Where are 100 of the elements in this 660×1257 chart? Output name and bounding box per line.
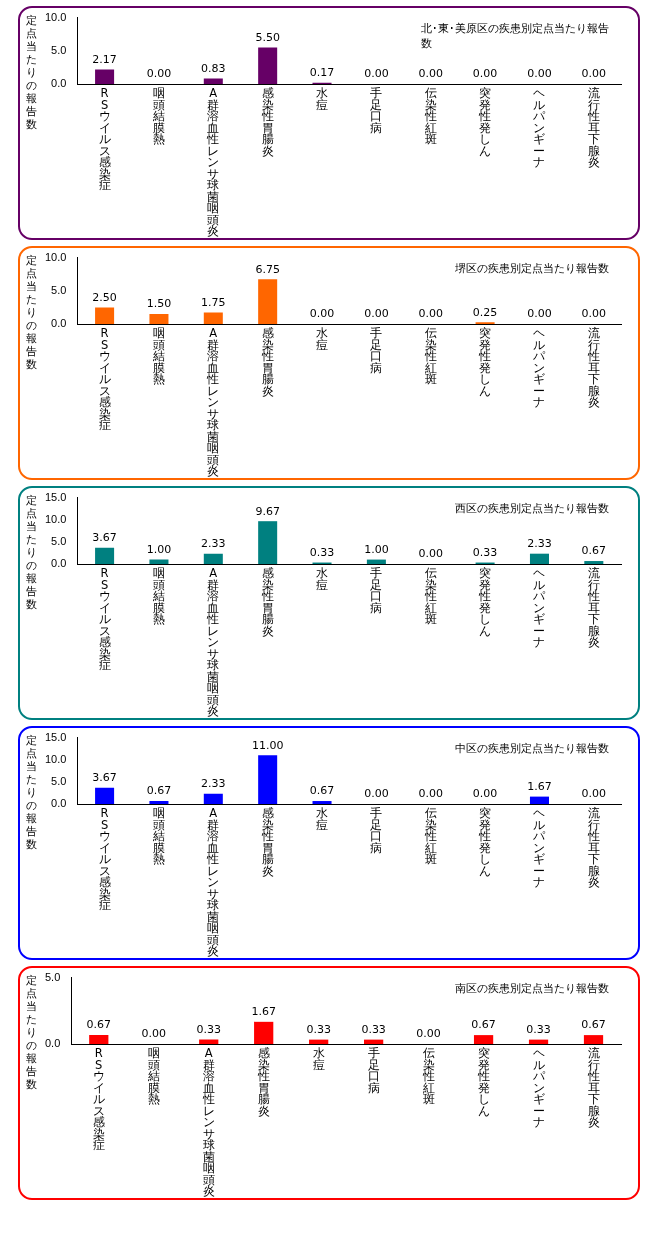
data-label: 0.33 <box>196 1022 221 1036</box>
data-label: 0.00 <box>527 67 552 81</box>
x-tick-label: 流行性耳下腺炎 <box>587 326 600 409</box>
bar <box>149 559 169 564</box>
data-label: 0.00 <box>472 787 498 801</box>
data-label: 2.33 <box>201 777 226 791</box>
y-tick-label: 0.0 <box>51 797 67 810</box>
x-tick-label: 咽頭結膜熱 <box>152 86 165 146</box>
data-label: 0.00 <box>418 67 443 81</box>
x-tick-label: 突発性発しん <box>477 1046 490 1118</box>
data-label: 0.33 <box>361 1022 386 1036</box>
text: 定点当たりの報告数 <box>26 734 37 851</box>
bar <box>203 312 223 324</box>
text: 中区の疾患別定点当たり報告数 <box>455 741 609 755</box>
x-tick-label: ヘルパンギーナ <box>533 566 546 649</box>
bar <box>529 553 549 564</box>
text: 定点当たりの報告数 <box>26 254 37 371</box>
x-tick-label: ヘルパンギーナ <box>532 1046 545 1129</box>
text: 北･東･美原区の疾患別定点当たり報告数 <box>421 21 609 50</box>
y-tick-label: 5.0 <box>51 43 67 56</box>
data-label: 0.83 <box>201 61 226 75</box>
data-label: 11.00 <box>251 738 284 752</box>
x-tick-label: 伝染性紅斑 <box>422 1046 435 1106</box>
y-tick-label: 0.0 <box>51 77 67 90</box>
data-label: 9.67 <box>255 504 280 518</box>
data-label: 0.00 <box>364 307 389 321</box>
data-label: 1.67 <box>527 779 552 793</box>
x-tick-label: 水痘 <box>316 86 329 112</box>
bar <box>95 787 115 804</box>
data-label: 0.67 <box>471 1018 496 1032</box>
y-tick-label: 0.0 <box>44 1037 61 1050</box>
category-label: A群溶血性レンサ球菌咽頭炎 <box>207 806 220 958</box>
text: 堺区の疾患別定点当たり報告数 <box>454 261 609 275</box>
y-tick-label: 0.0 <box>51 557 67 570</box>
text: 南区の疾患別定点当たり報告数 <box>455 981 609 995</box>
x-tick-label: 伝染性紅斑 <box>424 806 437 866</box>
data-label: 0.67 <box>86 1018 112 1032</box>
y-tick-label: 15.0 <box>44 730 67 743</box>
x-tick-label: 感染性胃腸炎 <box>257 1046 270 1118</box>
x-tick-label: 手足口病 <box>370 566 383 615</box>
bar <box>89 1035 109 1044</box>
bar <box>584 561 604 564</box>
data-label: 0.00 <box>146 67 172 81</box>
x-tick-label: 水痘 <box>316 566 329 592</box>
y-tick-label: 10.0 <box>44 512 67 525</box>
data-label: 0.00 <box>581 787 607 801</box>
x-tick-label: 手足口病 <box>367 1046 380 1095</box>
y-tick-label: 5.0 <box>44 970 61 983</box>
x-tick-label: ヘルパンギーナ <box>533 806 546 889</box>
y-tick-label: 10.0 <box>44 752 67 765</box>
x-tick-label: 流行性耳下腺炎 <box>587 86 600 169</box>
data-label: 0.33 <box>526 1022 551 1036</box>
category-label: RSウイルス感染症 <box>98 806 111 912</box>
x-tick-label: 感染性胃腸炎 <box>261 806 274 878</box>
bar <box>199 1039 219 1044</box>
y-tick-label: 5.0 <box>51 283 67 296</box>
category-label: A群溶血性レンサ球菌咽頭炎 <box>202 1046 215 1198</box>
data-label: 0.33 <box>309 545 335 559</box>
data-label: 0.33 <box>306 1022 331 1036</box>
x-tick-label: 流行性耳下腺炎 <box>587 806 600 889</box>
bar <box>203 553 223 564</box>
text: 定点当たりの報告数 <box>26 14 37 131</box>
x-tick-label: 伝染性紅斑 <box>424 326 437 386</box>
category-label: RSウイルス感染症 <box>98 86 111 192</box>
data-label: 0.00 <box>418 787 443 801</box>
category-label: A群溶血性レンサ球菌咽頭炎 <box>207 566 220 718</box>
data-label: 5.50 <box>255 30 280 44</box>
category-label: RSウイルス感染症 <box>98 566 111 672</box>
x-tick-label: 感染性胃腸炎 <box>261 86 274 158</box>
data-label: 0.67 <box>581 544 607 558</box>
data-label: 0.00 <box>472 67 498 81</box>
data-label: 1.75 <box>201 295 226 309</box>
bar <box>149 314 169 324</box>
x-tick-label: 伝染性紅斑 <box>424 86 437 146</box>
data-label: 0.17 <box>309 66 335 80</box>
x-tick-label: 咽頭結膜熱 <box>152 566 165 626</box>
data-label: 2.17 <box>92 52 117 66</box>
text: 西区の疾患別定点当たり報告数 <box>455 501 609 515</box>
data-label: 2.33 <box>527 537 552 551</box>
bar <box>203 78 223 84</box>
y-tick-label: 0.0 <box>51 317 67 330</box>
x-tick-label: 手足口病 <box>370 806 383 855</box>
x-tick-label: 流行性耳下腺炎 <box>587 1046 600 1129</box>
x-tick-label: 突発性発しん <box>479 566 492 638</box>
data-label: 0.00 <box>364 787 389 801</box>
data-label: 2.50 <box>92 290 117 304</box>
bar <box>95 547 115 564</box>
x-tick-label: ヘルパンギーナ <box>533 86 546 169</box>
bar <box>528 1039 549 1044</box>
category-label: A群溶血性レンサ球菌咽頭炎 <box>207 86 220 238</box>
data-label: 0.00 <box>309 307 335 321</box>
bar <box>203 793 223 804</box>
text: 定点当たりの報告数 <box>26 974 37 1091</box>
data-label: 0.00 <box>418 547 443 561</box>
bar <box>258 521 278 564</box>
x-tick-label: 水痘 <box>312 1046 325 1072</box>
x-tick-label: 咽頭結膜熱 <box>152 806 165 866</box>
data-label: 0.25 <box>472 305 498 319</box>
data-label: 1.67 <box>251 1005 276 1019</box>
bar <box>529 796 549 804</box>
